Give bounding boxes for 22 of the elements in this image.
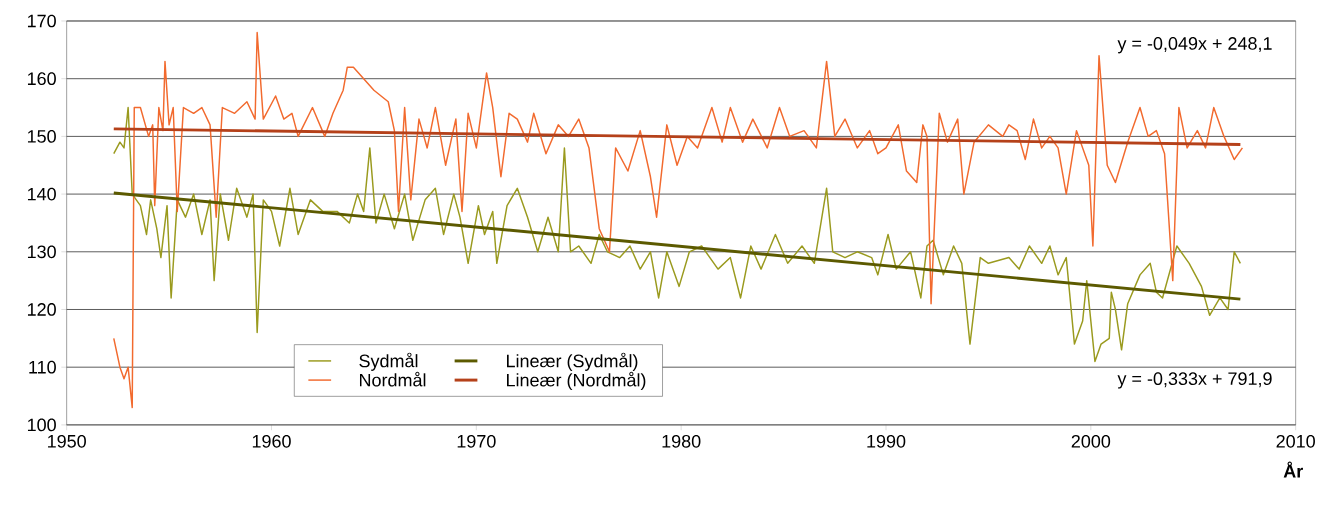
annotation: y = -0,333x + 791,9 (1117, 372, 1272, 389)
legend-label: Lineær (Nordmål) (507, 371, 646, 391)
x-axis-title: År (1283, 461, 1303, 478)
y-tick-label: 110 (29, 360, 56, 374)
y-tick-label: 170 (27, 14, 56, 28)
legend-label: Sydmål (359, 352, 418, 371)
x-tick-label: 1960 (252, 434, 291, 448)
x-tick-label: 1970 (457, 434, 496, 448)
y-tick-label: 150 (27, 130, 56, 143)
x-tick-label: 2010 (1276, 434, 1315, 448)
y-tick-label: 120 (27, 303, 56, 316)
x-tick-label: 2000 (1071, 434, 1111, 448)
x-tick-label: 1980 (662, 434, 701, 448)
x-tick-label: 1990 (867, 434, 906, 448)
y-tick-label: 130 (27, 245, 56, 259)
y-tick-label: 160 (27, 72, 56, 86)
legend-label: Nordmål (359, 371, 426, 387)
annotation: y = -0,049x + 248,1 (1117, 37, 1272, 54)
y-tick-label: 140 (27, 187, 56, 201)
legend-label: Lineær (Sydmål) (507, 352, 638, 371)
x-tick-label: 1950 (48, 434, 86, 448)
y-tick-label: 100 (27, 418, 56, 432)
